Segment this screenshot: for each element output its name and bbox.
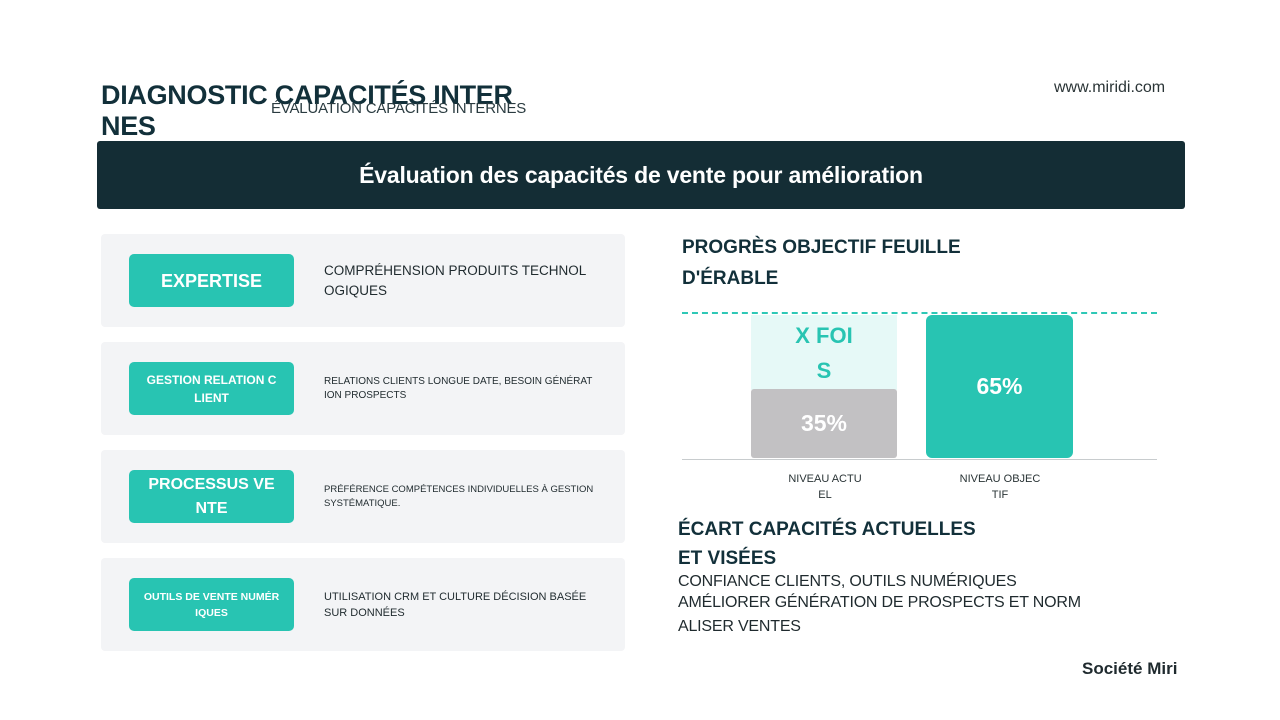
bar-target-level: 65% — [926, 315, 1073, 458]
banner-text: Évaluation des capacités de vente pour a… — [359, 161, 923, 188]
capability-card-outils-numeriques: OUTILS DE VENTE NUMÉRIQUES UTILISATION C… — [101, 558, 625, 651]
card-description: UTILISATION CRM ET CULTURE DÉCISION BASÉ… — [324, 590, 587, 619]
website-link[interactable]: www.miridi.com — [1054, 79, 1166, 96]
card-tag: OUTILS DE VENTE NUMÉRIQUES — [129, 578, 294, 631]
bar-current-level: 35% — [751, 389, 897, 458]
bar-current-value: 35% — [800, 410, 848, 436]
gap-label: X FOIS — [795, 322, 853, 383]
chart-baseline — [682, 459, 1157, 460]
card-description: PRÉFÉRENCE COMPÉTENCES INDIVIDUELLES À G… — [324, 483, 594, 509]
company-name: Société Miri — [1082, 659, 1178, 678]
gap-text-line2: AMÉLIORER GÉNÉRATION DE PROSPECTS ET NOR… — [678, 594, 1081, 635]
capability-card-relation-client: GESTION RELATION CLIENT RELATIONS CLIENT… — [101, 342, 625, 435]
chart-title: PROGRÈS OBJECTIF FEUILLE D'ÉRABLE — [682, 237, 961, 289]
page-title: DIAGNOSTIC CAPACITÉS INTERNES — [101, 80, 513, 141]
card-tag: GESTION RELATION CLIENT — [129, 362, 294, 415]
bar-target-value: 65% — [976, 373, 1023, 399]
banner: Évaluation des capacités de vente pour a… — [97, 141, 1185, 209]
card-tag: EXPERTISE — [129, 254, 294, 307]
axis-label-current: NIVEAU ACTUEL — [788, 473, 862, 501]
gap-indicator: X FOIS — [751, 315, 897, 390]
card-tag: PROCESSUS VENTE — [129, 470, 294, 523]
axis-label-target: NIVEAU OBJECTIF — [959, 473, 1041, 501]
capability-card-expertise: EXPERTISE COMPRÉHENSION PRODUITS TECHNOL… — [101, 234, 625, 327]
card-description: COMPRÉHENSION PRODUITS TECHNOLOGIQUES — [324, 262, 587, 298]
card-description: RELATIONS CLIENTS LONGUE DATE, BESOIN GÉ… — [324, 375, 593, 401]
gap-text-line1: CONFIANCE CLIENTS, OUTILS NUMÉRIQUES — [678, 573, 1017, 590]
page-subtitle: ÉVALUATION CAPACITÉS INTERNES — [271, 100, 527, 117]
target-dashed-line — [682, 312, 1157, 314]
gap-title: ÉCART CAPACITÉS ACTUELLES ET VISÉES — [678, 519, 976, 569]
capability-card-processus-vente: PROCESSUS VENTE PRÉFÉRENCE COMPÉTENCES I… — [101, 450, 625, 543]
